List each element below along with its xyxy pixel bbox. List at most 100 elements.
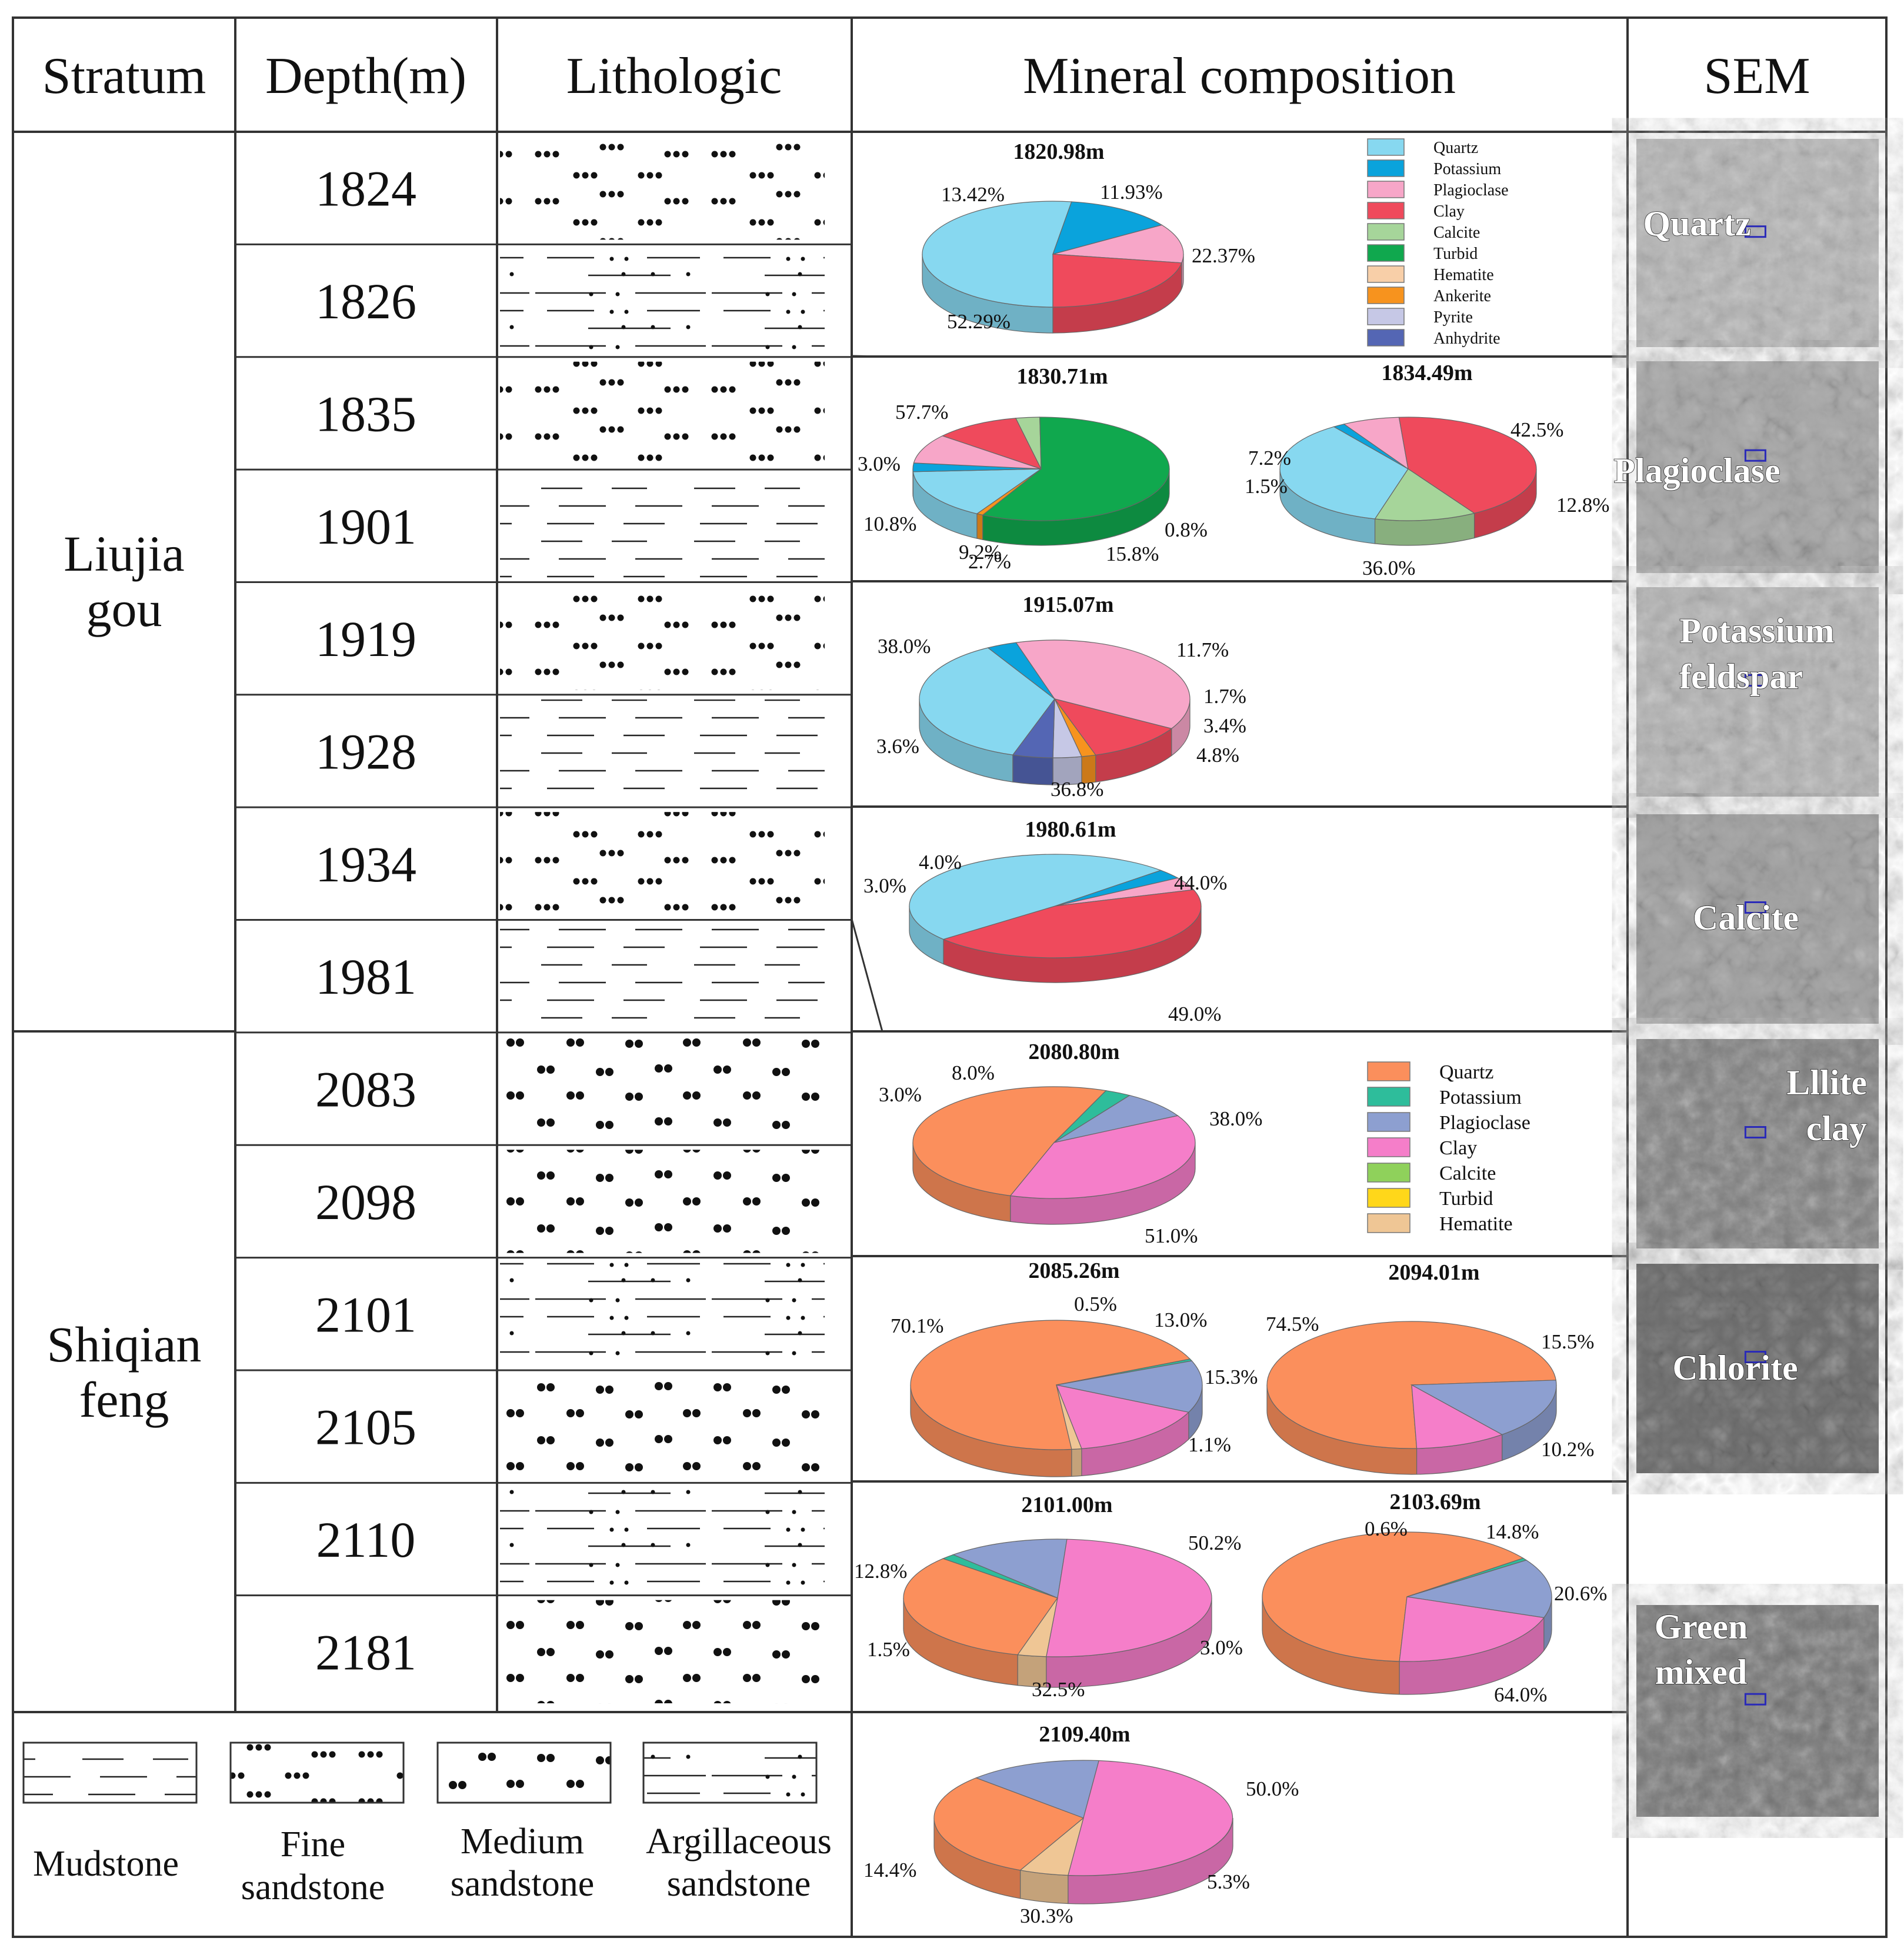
pie-title: 2101.00m xyxy=(1021,1493,1112,1517)
sem-texture xyxy=(1636,814,1879,1024)
depth-label: 1826 xyxy=(315,273,416,329)
pie-slice-quartz xyxy=(922,201,1072,308)
pie-data-label: 64.0% xyxy=(1494,1683,1547,1706)
lith-cell-medium-sandstone xyxy=(500,1150,825,1253)
sem-scale-marker xyxy=(1744,1693,1766,1706)
pie-data-label: 11.7% xyxy=(1176,638,1229,661)
pie-data-label: 38.0% xyxy=(878,635,931,658)
legend-swatch-ankerite xyxy=(1367,287,1405,304)
pie-title: 2094.01m xyxy=(1388,1260,1479,1285)
pie-data-label: 70.1% xyxy=(891,1314,943,1337)
pie-chart: 1830.71m 15.8% 2.7%9.2% 10.8% 3.0% 57.7% 0.8% xyxy=(858,364,1208,573)
stratum-shiqianfeng-line1: Shiqian xyxy=(47,1316,202,1373)
stratum-shiqianfeng-line2: feng xyxy=(79,1371,169,1428)
pie-data-label: 3.0% xyxy=(1200,1636,1243,1659)
legend-swatch-anhydrite xyxy=(1367,329,1405,347)
legend-label-potassium: Potassium xyxy=(1433,160,1501,178)
pie-slice-plagioclase xyxy=(975,1760,1099,1819)
header-sem: SEM xyxy=(1704,48,1810,105)
lith-cell-mudstone xyxy=(500,924,825,1028)
sem-texture xyxy=(1636,587,1879,797)
sem-scale-marker xyxy=(1744,1351,1766,1364)
pie-slice-quartz xyxy=(1262,1531,1524,1662)
pie-slice-clay xyxy=(1068,1760,1233,1876)
pie-slice-quartz xyxy=(919,647,1055,755)
pie-chart: 1980.61m 49.0% 3.0% 4.0% 44.0% xyxy=(863,817,1227,1025)
sem-texture xyxy=(1636,1605,1879,1817)
depth-row-dividers xyxy=(235,243,852,1597)
sem-label-line1: Quartz xyxy=(1643,204,1750,243)
pie-data-label: 0.6% xyxy=(1365,1517,1408,1540)
mineral-legend-lower: Quartz Potassium Plagioclase Clay Calcite Tur… xyxy=(1367,1061,1530,1235)
pie-data-label: 57.7% xyxy=(895,401,948,424)
sem-panel: Green mixed xyxy=(1636,1605,1879,1817)
connector-line xyxy=(851,355,883,358)
sem-panel: Calcite xyxy=(1636,814,1879,1024)
depth-label: 1919 xyxy=(315,611,416,667)
pie-data-label: 15.3% xyxy=(1205,1366,1258,1388)
lith-cell-medium-sandstone xyxy=(500,1374,825,1479)
legend-swatch-turbid xyxy=(1367,244,1405,262)
depth-labels: 1824 1826 1835 1901 1919 1928 1934 1981 2083 2098… xyxy=(315,161,416,1681)
pie-data-label: 3.4% xyxy=(1203,714,1246,737)
pie-data-label: 14.4% xyxy=(863,1859,916,1882)
pie-data-label: 3.0% xyxy=(879,1083,922,1106)
lith-cell-mudstone xyxy=(500,699,825,803)
pie-data-label: 1.7% xyxy=(1203,685,1246,708)
lithology-column xyxy=(500,136,825,1704)
pie-data-label: 50.2% xyxy=(1188,1531,1241,1554)
pie-slice-clay xyxy=(1052,254,1182,308)
pie-slice-quartz xyxy=(933,1777,1085,1871)
pie-data-label: 20.6% xyxy=(1554,1582,1607,1605)
legend-label-calcite: Calcite xyxy=(1439,1163,1496,1184)
sem-texture xyxy=(1636,1264,1879,1473)
pie-data-label: 1.1% xyxy=(1188,1433,1231,1456)
legend-swatch-clay xyxy=(1367,1137,1411,1157)
pie-slice-plagioclase xyxy=(1410,1380,1557,1436)
legend-fine-sandstone-swatch xyxy=(229,1741,405,1804)
legend-swatch-hematite xyxy=(1367,265,1405,283)
lithology-legend: Mudstone Fine sandstone Medium sandstone… xyxy=(22,1741,832,1907)
pie-data-label: 22.37% xyxy=(1192,244,1255,267)
legend-swatch-pyrite xyxy=(1367,308,1405,325)
pie-slice-plagioclase xyxy=(1343,417,1409,470)
sem-label-line2: mixed xyxy=(1655,1653,1748,1691)
depth-label: 1934 xyxy=(315,836,416,893)
pie-wall-hematite xyxy=(1071,1448,1082,1477)
pie-data-label: 15.5% xyxy=(1541,1330,1594,1353)
legend-medium-sandstone-swatch xyxy=(436,1741,612,1804)
pie-chart: 2094.01m 74.5% 15.5% 10.2% xyxy=(1266,1260,1594,1475)
legend-swatch-quartz xyxy=(1367,138,1405,156)
header-depth: Depth(m) xyxy=(265,48,466,105)
pie-chart: 2085.26m 70.1% 0.5% 13.0% 15.3% 1.1% xyxy=(891,1258,1258,1477)
pie-data-label: 36.8% xyxy=(1051,778,1103,801)
depth-label: 1928 xyxy=(315,723,416,780)
pie-chart: 2103.69m 64.0% 0.6% 14.8% 20.6% xyxy=(1262,1490,1607,1706)
legend-label-hematite: Hematite xyxy=(1439,1213,1513,1235)
pie-slice-clay xyxy=(1398,417,1537,514)
depth-label: 1824 xyxy=(315,161,416,217)
depth-label: 2110 xyxy=(316,1511,416,1568)
legend-swatch-turbid xyxy=(1367,1188,1411,1208)
lith-cell-medium-sandstone xyxy=(500,1600,825,1704)
pie-data-label: 0.5% xyxy=(1074,1293,1117,1316)
pie-data-label: 14.8% xyxy=(1486,1520,1539,1543)
sem-texture xyxy=(1636,139,1879,347)
pie-slice-anhydrite xyxy=(1012,698,1055,758)
pie-data-label: 13.42% xyxy=(941,183,1005,206)
pie-slice-hematite xyxy=(1056,1384,1082,1450)
pie-data-label: 15.8% xyxy=(1106,542,1159,565)
pie-chart: 2101.00m 32.5% 1.5% 12.8% 50.2% 3.0% xyxy=(854,1493,1243,1701)
legend-swatch-clay xyxy=(1367,202,1405,219)
pie-data-label: 36.0% xyxy=(1362,557,1415,580)
pie-data-label: 12.8% xyxy=(1556,494,1609,517)
pie-slice-calcite xyxy=(1374,468,1476,521)
pie-slice-clay xyxy=(941,418,1042,470)
depth-label: 2181 xyxy=(315,1624,416,1680)
pie-data-label: 3.0% xyxy=(858,452,901,475)
pie-data-label: 3.6% xyxy=(876,735,919,758)
lith-cell-argillaceous-sandstone xyxy=(500,1487,825,1591)
pie-slice-plagioclase xyxy=(1015,640,1191,730)
legend-fine-label-1: Fine xyxy=(281,1824,345,1864)
